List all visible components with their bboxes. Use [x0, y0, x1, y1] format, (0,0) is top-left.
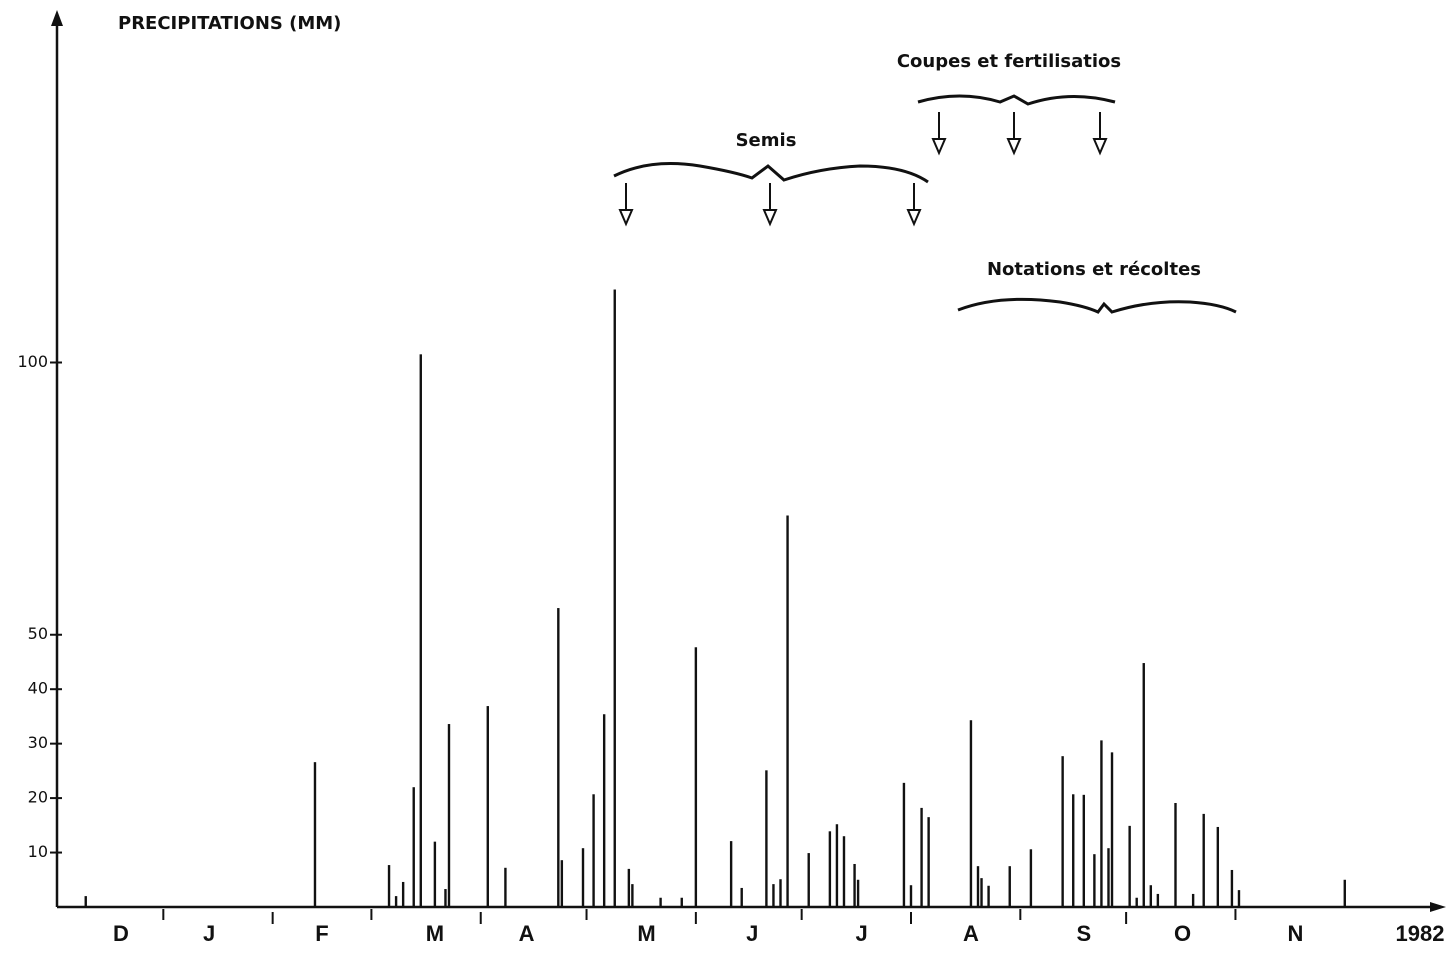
- bar: [1107, 848, 1110, 907]
- bar: [1237, 890, 1241, 907]
- bar: [486, 706, 489, 907]
- x-tick-label: F: [315, 921, 328, 946]
- bar: [1029, 849, 1033, 907]
- bar: [772, 884, 775, 907]
- bar: [1149, 885, 1153, 907]
- bar: [602, 714, 606, 907]
- bar: [920, 807, 923, 907]
- bar: [444, 889, 447, 907]
- bar: [1216, 826, 1220, 907]
- bar: [504, 867, 507, 907]
- bar: [412, 787, 415, 907]
- bar: [740, 887, 743, 907]
- bar: [557, 608, 560, 907]
- x-tick-label: S: [1076, 921, 1091, 946]
- y-tick-label: 20: [28, 788, 48, 807]
- bar: [1202, 813, 1205, 907]
- annotation: Semis: [736, 130, 797, 151]
- bar: [828, 831, 832, 907]
- x-tick-label: J: [746, 921, 758, 946]
- chart-title: PRECIPITATIONS (MM): [118, 13, 341, 34]
- bar: [694, 647, 698, 907]
- bar: [313, 762, 317, 907]
- bar: [447, 724, 451, 907]
- x-tick-label: O: [1174, 921, 1191, 946]
- bar: [659, 897, 662, 907]
- bar: [1128, 825, 1131, 907]
- x-tick-label: A: [519, 921, 535, 946]
- bar: [729, 841, 733, 907]
- bar: [1093, 854, 1096, 907]
- bar: [1082, 794, 1086, 907]
- bar: [1135, 897, 1138, 907]
- x-tick-label: M: [637, 921, 655, 946]
- bar: [1061, 756, 1064, 907]
- bar: [1174, 802, 1177, 907]
- bar: [1008, 866, 1011, 907]
- bar: [560, 860, 564, 907]
- year-label: 1982: [1396, 921, 1445, 946]
- bar: [387, 865, 391, 907]
- bar: [1142, 663, 1145, 907]
- bar: [419, 354, 422, 907]
- y-tick-label: 50: [28, 624, 48, 643]
- x-tick-label: J: [203, 921, 215, 946]
- bar: [1343, 879, 1346, 907]
- bar: [84, 896, 87, 907]
- bar: [969, 720, 973, 907]
- x-tick-label: D: [113, 921, 129, 946]
- bar: [902, 782, 906, 907]
- bar: [927, 817, 930, 907]
- bar: [779, 879, 782, 907]
- bar: [1230, 869, 1234, 907]
- bar: [1191, 893, 1195, 907]
- bar: [807, 853, 810, 907]
- bar: [853, 863, 856, 907]
- bar: [980, 878, 983, 907]
- decorations: [51, 10, 1446, 912]
- annotation: Coupes et fertilisatios: [897, 51, 1121, 72]
- bar: [856, 879, 860, 907]
- bar: [631, 884, 634, 907]
- bar: [909, 885, 913, 907]
- bar: [394, 896, 398, 907]
- bar: [401, 881, 405, 907]
- bar: [680, 897, 683, 907]
- x-tick-label: J: [855, 921, 867, 946]
- y-tick-label: 40: [28, 679, 48, 698]
- bar: [765, 770, 768, 907]
- bar: [627, 868, 631, 907]
- x-tick-label: N: [1287, 921, 1303, 946]
- bar: [1156, 893, 1160, 907]
- x-tick-label: A: [963, 921, 979, 946]
- y-tick-label: 100: [17, 352, 48, 371]
- bar: [433, 841, 437, 907]
- bar: [1072, 794, 1075, 907]
- bar: [987, 885, 990, 907]
- y-tick-label: 10: [28, 842, 48, 861]
- bar: [592, 794, 595, 907]
- bar: [1100, 740, 1103, 907]
- annotation: Notations et récoltes: [987, 259, 1201, 280]
- bar: [581, 848, 585, 907]
- bar: [613, 289, 616, 907]
- y-tick-label: 30: [28, 733, 48, 752]
- bar: [976, 866, 980, 907]
- bar: [842, 836, 846, 907]
- bar: [786, 515, 789, 907]
- bar: [1110, 752, 1114, 907]
- x-tick-label: M: [426, 921, 444, 946]
- bar: [835, 824, 839, 907]
